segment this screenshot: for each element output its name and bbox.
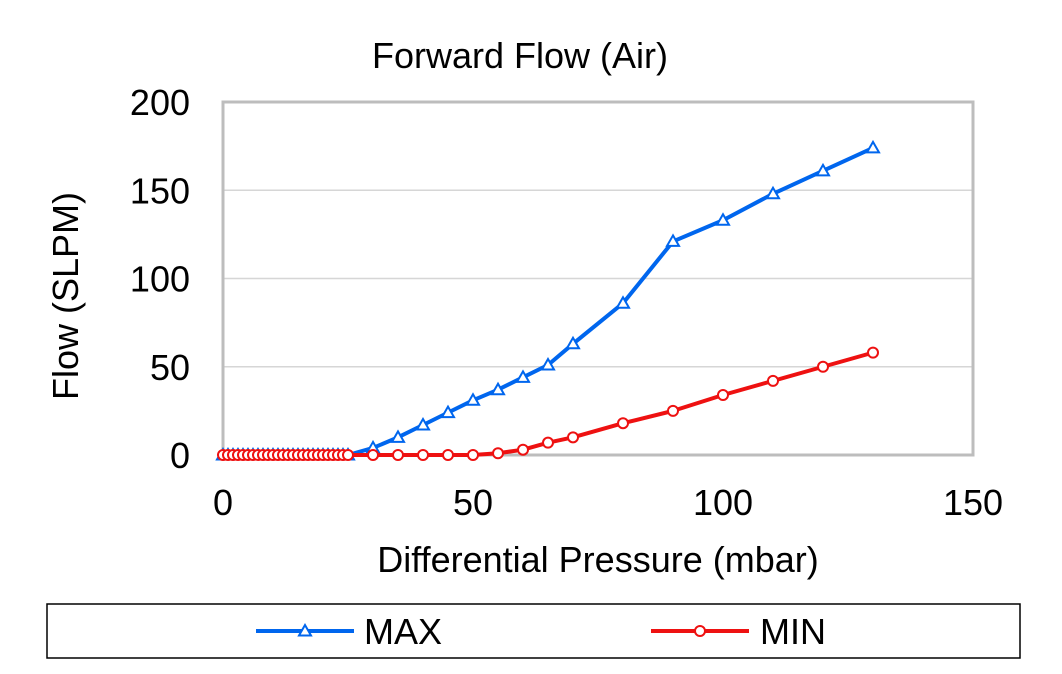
legend-items: MAX MIN	[256, 611, 826, 652]
data-point-min	[767, 374, 779, 387]
y-tick-label: 200	[130, 82, 190, 123]
y-tick-label: 150	[130, 170, 190, 211]
y-axis-label: Flow (SLPM)	[45, 192, 86, 400]
legend-item-min: MIN	[651, 611, 826, 652]
data-point-max	[515, 369, 531, 383]
data-point-max	[815, 162, 831, 177]
data-point-max	[665, 233, 681, 247]
legend: MAX MIN	[46, 603, 1021, 659]
y-tick-label: 100	[130, 259, 190, 300]
data-point-min	[392, 449, 404, 461]
x-axis-label: Differential Pressure (mbar)	[377, 539, 818, 580]
data-point-min	[367, 449, 379, 461]
data-point-max	[490, 381, 506, 396]
legend-box	[46, 603, 1021, 659]
data-point-max	[715, 212, 731, 226]
legend-label: MAX	[364, 611, 442, 652]
legend-marker-circle-icon	[694, 625, 706, 637]
data-point-max	[865, 139, 881, 154]
data-point-min	[442, 449, 454, 461]
data-point-min	[667, 404, 679, 417]
data-point-min	[867, 346, 879, 359]
legend-item-max: MAX	[256, 611, 442, 652]
y-tick-label: 50	[150, 347, 190, 388]
data-point-max	[440, 404, 456, 419]
data-point-max	[465, 392, 481, 406]
tick-labels: 0 50 100 150 200 0 50 100 150	[130, 82, 1003, 523]
legend-marker-triangle-icon	[297, 622, 313, 637]
x-tick-label: 0	[213, 482, 233, 523]
data-point-min	[467, 449, 479, 461]
plot-area	[221, 100, 975, 457]
data-point-min	[617, 417, 629, 430]
y-tick-label: 0	[170, 435, 190, 476]
data-point-max	[540, 356, 556, 371]
data-point-min	[517, 443, 529, 456]
data-point-min	[817, 360, 829, 373]
series-layer	[215, 139, 881, 461]
data-point-min	[417, 449, 429, 461]
data-point-max	[615, 295, 631, 309]
x-tick-label: 100	[693, 482, 753, 523]
data-point-min	[567, 431, 579, 444]
chart-title: Forward Flow (Air)	[372, 35, 668, 76]
data-point-min	[342, 449, 354, 461]
data-point-min	[717, 388, 729, 401]
data-point-max	[415, 416, 431, 431]
data-point-min	[542, 436, 554, 449]
legend-label: MIN	[760, 611, 826, 652]
data-point-min	[492, 447, 504, 460]
data-point-max	[390, 429, 406, 443]
grid-lines	[223, 189, 973, 368]
x-tick-label: 50	[453, 482, 493, 523]
series-min	[217, 346, 879, 461]
x-tick-label: 150	[943, 482, 1003, 523]
data-point-max	[565, 335, 581, 350]
data-point-max	[765, 185, 781, 200]
